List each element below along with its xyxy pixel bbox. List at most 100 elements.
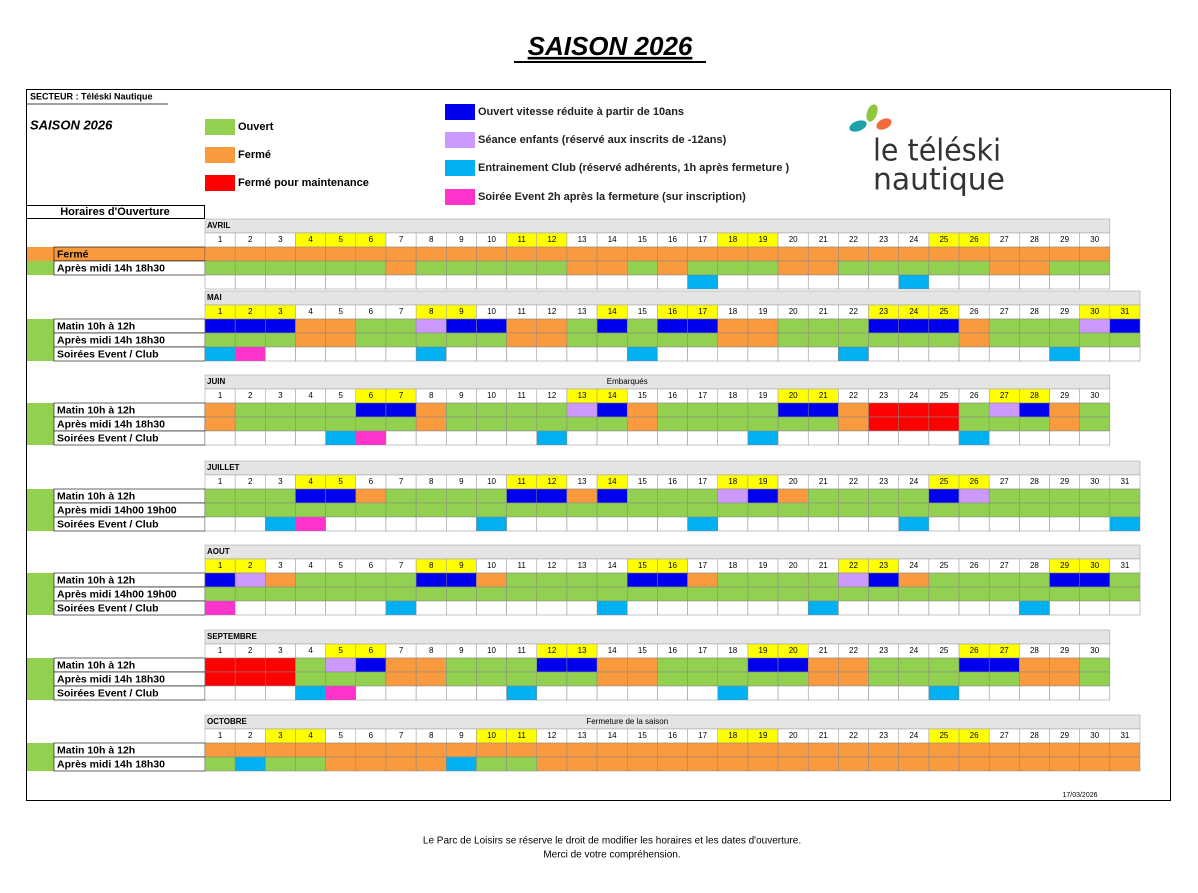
day-number: 13 [578, 307, 587, 316]
legend-label: Ouvert [238, 121, 274, 133]
day-number: 27 [1000, 646, 1009, 655]
status-cell [506, 572, 538, 588]
status-cell [687, 516, 718, 532]
status-cell [627, 332, 658, 348]
status-cell [385, 516, 417, 532]
status-cell [928, 516, 960, 532]
row-label: Soirées Event / Club [57, 518, 159, 530]
day-number: 10 [487, 391, 496, 400]
status-cell [325, 685, 357, 701]
status-cell [777, 332, 809, 348]
status-cell [566, 488, 598, 504]
status-cell [747, 246, 779, 262]
day-number: 18 [728, 307, 737, 316]
day-number: 29 [1060, 561, 1069, 570]
status-cell [265, 416, 296, 432]
status-cell [777, 572, 809, 588]
status-cell [1049, 346, 1080, 362]
status-cell [627, 572, 658, 588]
legend-swatch [445, 160, 475, 176]
status-cell [415, 657, 447, 673]
day-number: 4 [308, 561, 313, 570]
day-number: 18 [728, 477, 737, 486]
status-cell [717, 318, 749, 334]
status-cell [385, 332, 417, 348]
day-number: 2 [248, 477, 253, 486]
status-cell [717, 402, 749, 418]
status-cell [1019, 516, 1050, 532]
day-number: 9 [459, 477, 464, 486]
status-cell [355, 572, 387, 588]
status-cell [657, 685, 688, 701]
day-number: 13 [578, 391, 587, 400]
status-cell [747, 600, 779, 616]
day-number: 8 [429, 561, 434, 570]
day-number: 2 [248, 391, 253, 400]
day-number: 11 [518, 235, 527, 244]
row-swatch [27, 417, 54, 431]
status-cell [687, 502, 718, 518]
day-number: 5 [338, 391, 343, 400]
status-cell [898, 657, 930, 673]
day-number: 29 [1060, 646, 1069, 655]
status-cell [415, 318, 447, 334]
status-cell [928, 572, 960, 588]
day-number: 16 [668, 391, 677, 400]
status-cell [1109, 756, 1141, 772]
day-number: 11 [518, 731, 527, 740]
day-number: 9 [459, 561, 464, 570]
status-cell [807, 516, 839, 532]
status-cell [747, 430, 779, 446]
status-cell [1079, 246, 1111, 262]
status-cell [717, 572, 749, 588]
day-number: 16 [668, 561, 677, 570]
status-cell [1079, 318, 1111, 334]
status-cell [958, 402, 990, 418]
status-cell [807, 502, 839, 518]
status-cell [234, 685, 266, 701]
status-cell [657, 516, 688, 532]
day-number: 5 [338, 561, 343, 570]
day-number: 24 [909, 731, 918, 740]
status-cell [566, 572, 598, 588]
day-number: 15 [638, 731, 647, 740]
day-number: 26 [970, 731, 979, 740]
status-cell [777, 346, 809, 362]
status-cell [657, 332, 688, 348]
status-cell [747, 346, 779, 362]
status-cell [807, 246, 839, 262]
print-date: 17/03/2026 [1062, 792, 1097, 799]
sector: SECTEUR : Téléski Nautique [30, 91, 153, 101]
status-cell [1079, 416, 1111, 432]
status-cell [1019, 685, 1050, 701]
status-cell [204, 274, 236, 290]
status-cell [566, 332, 598, 348]
hours-heading-box [26, 205, 205, 219]
status-cell [476, 572, 507, 588]
day-number: 10 [487, 235, 496, 244]
status-cell [838, 332, 869, 348]
status-cell [838, 430, 869, 446]
day-number: 27 [1000, 307, 1009, 316]
status-cell [325, 502, 357, 518]
status-cell [566, 274, 598, 290]
status-cell [446, 246, 477, 262]
day-number: 10 [487, 561, 496, 570]
status-cell [717, 488, 749, 504]
day-number: 20 [789, 391, 798, 400]
day-number: 26 [970, 646, 979, 655]
status-cell [596, 586, 628, 602]
status-cell [958, 260, 990, 276]
status-cell [265, 671, 296, 687]
day-number: 7 [399, 561, 404, 570]
status-cell [295, 416, 326, 432]
sheet-border [26, 89, 1171, 801]
status-cell [1019, 488, 1050, 504]
day-number: 13 [578, 561, 587, 570]
status-cell [717, 430, 749, 446]
status-cell [265, 685, 296, 701]
status-cell [536, 260, 568, 276]
status-cell [385, 318, 417, 334]
status-cell [928, 402, 960, 418]
status-cell [325, 671, 357, 687]
